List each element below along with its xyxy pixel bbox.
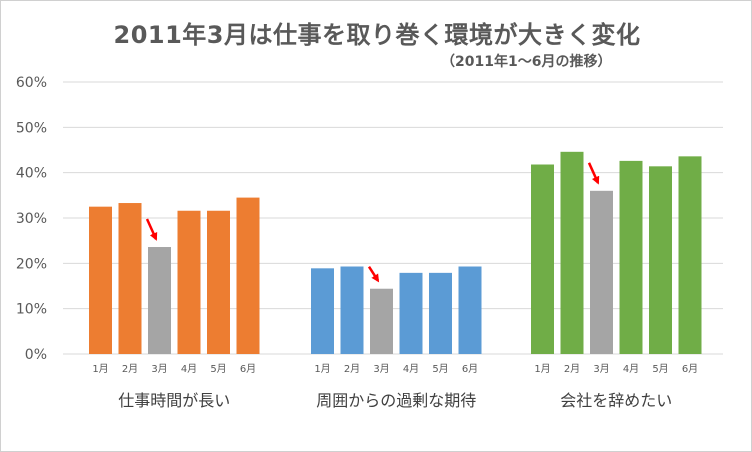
chart-title: 2011年3月は仕事を取り巻く環境が大きく変化 xyxy=(113,21,641,49)
chart-subtitle: （2011年1～6月の推移） xyxy=(441,54,612,70)
category-label: 2月 xyxy=(122,363,138,375)
bar xyxy=(619,160,643,354)
y-tick-label: 20% xyxy=(16,256,47,272)
bar xyxy=(678,156,702,354)
bar xyxy=(89,206,112,354)
highlight-arrow xyxy=(145,218,158,241)
highlight-arrow xyxy=(367,266,380,283)
group-label: 会社を辞めたい xyxy=(560,391,672,410)
bar xyxy=(118,203,142,354)
bar xyxy=(399,272,423,354)
category-label: 3月 xyxy=(373,363,389,375)
bar xyxy=(236,197,260,354)
category-label: 4月 xyxy=(403,363,419,375)
bar xyxy=(148,247,171,354)
category-label: 3月 xyxy=(593,363,609,375)
y-tick-label: 0% xyxy=(25,347,47,363)
bar xyxy=(560,151,584,354)
bar xyxy=(590,190,613,354)
y-tick-label: 10% xyxy=(16,302,47,318)
bar xyxy=(429,272,452,354)
bar xyxy=(207,210,230,354)
highlight-arrow xyxy=(587,162,600,185)
category-label: 3月 xyxy=(151,363,167,375)
group-label: 仕事時間が長い xyxy=(118,391,230,410)
category-label: 1月 xyxy=(534,363,550,375)
category-label: 5月 xyxy=(210,363,226,375)
category-label: 4月 xyxy=(181,363,197,375)
bar xyxy=(649,166,672,354)
y-tick-label: 60% xyxy=(16,75,47,91)
category-label: 2月 xyxy=(344,363,360,375)
bar xyxy=(370,288,393,354)
bar xyxy=(340,266,364,354)
y-tick-label: 50% xyxy=(16,120,47,136)
category-label: 2月 xyxy=(564,363,580,375)
y-tick-label: 30% xyxy=(16,211,47,227)
bar xyxy=(531,164,554,354)
category-label: 4月 xyxy=(623,363,639,375)
y-tick-label: 40% xyxy=(16,166,47,182)
bar xyxy=(177,210,201,354)
group-label: 周囲からの過剰な期待 xyxy=(316,391,476,410)
category-label: 1月 xyxy=(92,363,108,375)
category-label: 6月 xyxy=(682,363,698,375)
category-label: 6月 xyxy=(462,363,478,375)
category-label: 6月 xyxy=(240,363,256,375)
bar xyxy=(458,266,482,354)
bar xyxy=(311,268,334,354)
category-label: 5月 xyxy=(652,363,668,375)
category-label: 1月 xyxy=(314,363,330,375)
category-label: 5月 xyxy=(432,363,448,375)
